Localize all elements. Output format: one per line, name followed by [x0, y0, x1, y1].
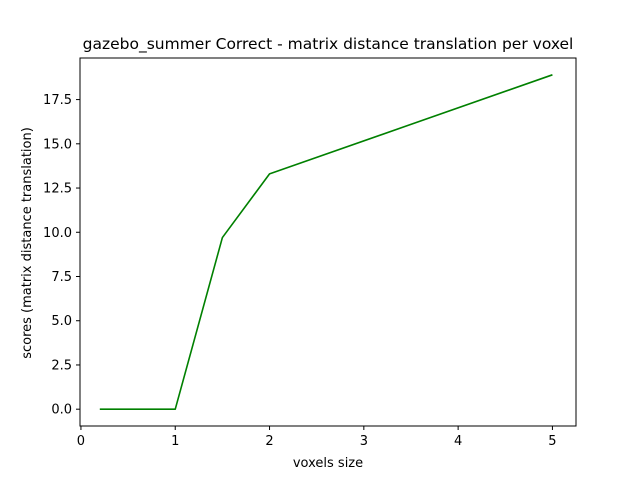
y-tick-label: 12.5 [43, 182, 72, 197]
axes-frame [79, 57, 577, 427]
x-tick-label: 2 [265, 434, 273, 449]
series-layer [99, 74, 553, 410]
x-axis: 0 1 2 3 4 5 [77, 426, 557, 449]
x-tick-label: 1 [171, 434, 179, 449]
x-axis-label: voxels size [293, 456, 363, 471]
y-tick-label: 5.0 [51, 314, 72, 329]
y-axis: 0.0 2.5 5.0 7.5 10.0 12.5 15.0 17.5 [43, 93, 80, 418]
y-tick-label: 0.0 [51, 403, 72, 418]
y-tick-label: 15.0 [43, 137, 72, 152]
y-tick-label: 17.5 [43, 93, 72, 108]
y-tick-label: 10.0 [43, 226, 72, 241]
x-tick-label: 3 [360, 434, 368, 449]
x-tick-label: 0 [77, 434, 85, 449]
y-tick-label: 2.5 [51, 358, 72, 373]
plot-area: 0 1 2 3 4 5 0.0 2.5 5.0 7.5 10.0 12.5 15.0 17.5 [43, 57, 577, 449]
y-axis-label: scores (matrix distance translation) [20, 127, 35, 359]
series-line [99, 74, 553, 410]
y-tick-label: 7.5 [51, 270, 72, 285]
x-tick-label: 5 [548, 434, 556, 449]
chart-title: gazebo_summer Correct - matrix distance … [83, 35, 574, 54]
x-tick-label: 4 [454, 434, 462, 449]
